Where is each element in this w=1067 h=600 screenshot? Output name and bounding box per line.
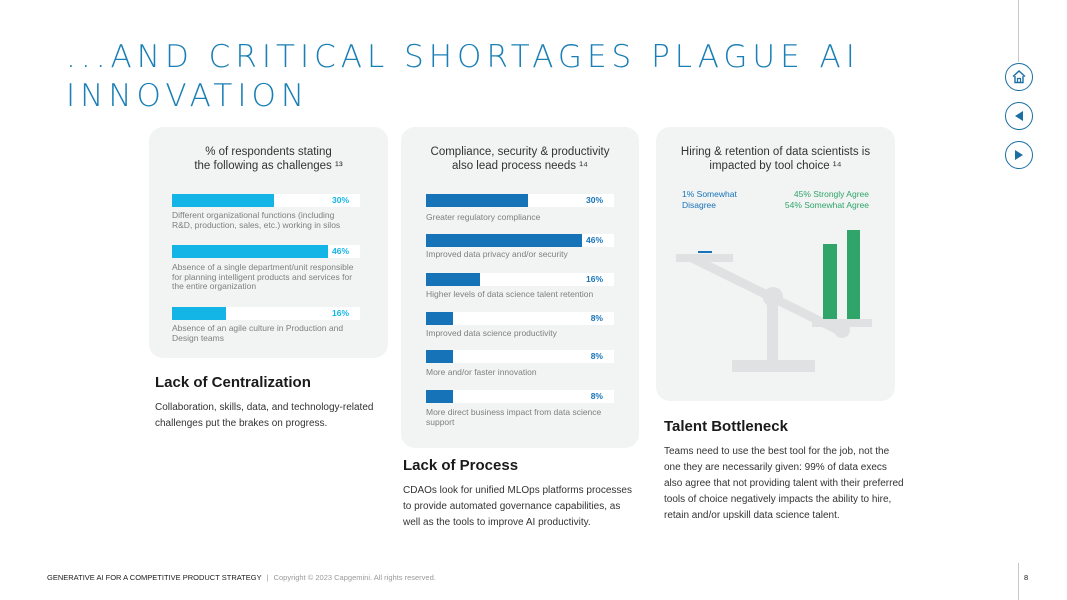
- home-icon: [1012, 70, 1026, 84]
- bar-somewhat-disagree: [698, 251, 712, 253]
- bar-row: 30%: [172, 194, 360, 207]
- scale-pivot: [763, 287, 783, 307]
- legend-somewhat-agree: 54% Somewhat Agree: [784, 200, 869, 210]
- bar-fill: [426, 234, 583, 247]
- bar-label: Improved data privacy and/or security: [426, 249, 568, 259]
- bar-row: 46%: [172, 245, 360, 258]
- talent-body: Teams need to use the best tool for the …: [664, 446, 904, 521]
- process-title-line2: also lead process needs ¹⁴: [452, 159, 588, 172]
- bar-value: 8%: [590, 351, 603, 361]
- bar-value: 30%: [331, 195, 349, 205]
- bar-fill: [426, 194, 528, 207]
- bar-label: Different organizational functions (incl…: [172, 210, 341, 230]
- bar-label: Greater regulatory compliance: [426, 212, 541, 222]
- centralization-body: Collaboration, skills, data, and technol…: [155, 402, 374, 429]
- scale-left-pan: [676, 254, 733, 262]
- bar-fill: [426, 390, 454, 403]
- page-number-divider: [1018, 563, 1019, 600]
- footer: GENERATIVE AI FOR A COMPETITIVE PRODUCT …: [47, 573, 436, 582]
- bar-row: 8%: [426, 390, 614, 403]
- bar-label: Higher levels of data science talent ret…: [426, 289, 594, 299]
- bar-fill: [172, 307, 227, 320]
- bar-fill: [426, 350, 454, 363]
- bar-strongly-agree: [823, 244, 837, 319]
- footer-separator: |: [266, 573, 269, 582]
- bar-row: 46%: [426, 234, 614, 247]
- bar-label: Absence of a single department/unit resp…: [172, 262, 354, 291]
- legend-disagree-line2: Disagree: [682, 200, 717, 210]
- centralization-title: Lack of Centralization: [155, 374, 311, 391]
- bar-label: More and/or faster innovation: [426, 367, 537, 377]
- footer-doc-title: GENERATIVE AI FOR A COMPETITIVE PRODUCT …: [47, 573, 262, 582]
- bar-row: 8%: [426, 350, 614, 363]
- talent-title: Talent Bottleneck: [664, 418, 788, 435]
- challenges-title-line1: % of respondents stating: [205, 146, 332, 158]
- challenges-card: % of respondents stating the following a…: [149, 127, 388, 358]
- bar-somewhat-agree: [847, 230, 860, 319]
- bar-value: 8%: [590, 391, 603, 401]
- talent-card: Hiring & retention of data scientists is…: [656, 127, 895, 401]
- scale-post: [767, 295, 778, 361]
- footer-copyright: Copyright © 2023 Capgemini. All rights r…: [273, 573, 436, 582]
- process-title-line1: Compliance, security & productivity: [430, 146, 610, 158]
- bar-fill: [426, 312, 454, 325]
- process-needs-card: Compliance, security & productivity also…: [401, 127, 639, 448]
- scale-illustration: [676, 230, 872, 372]
- bar-row: 30%: [426, 194, 614, 207]
- challenges-title-line2: the following as challenges ¹³: [194, 159, 343, 172]
- next-page-button[interactable]: [1005, 141, 1033, 169]
- arrow-left-icon: [1015, 111, 1023, 121]
- talent-title-line1: Hiring & retention of data scientists is: [680, 146, 871, 158]
- bar-value: 8%: [590, 313, 603, 323]
- legend-disagree: 1% Somewhat Disagree: [682, 189, 737, 211]
- scale-right-pan: [812, 319, 872, 327]
- scale-base: [732, 360, 815, 372]
- legend-disagree-line1: 1% Somewhat: [682, 189, 737, 199]
- bar-fill: [426, 273, 481, 286]
- page-number: 8: [1024, 573, 1029, 582]
- bar-label: Absence of an agile culture in Productio…: [172, 323, 344, 343]
- talent-card-title: Hiring & retention of data scientists is…: [656, 146, 895, 173]
- talent-title-line2: impacted by tool choice ¹⁴: [709, 159, 842, 172]
- bar-row: 16%: [172, 307, 360, 320]
- process-body: CDAOs look for unified MLOps platforms p…: [403, 485, 632, 528]
- arrow-right-icon: [1015, 150, 1023, 160]
- nav-divider-line: [1018, 0, 1019, 62]
- bar-value: 46%: [585, 235, 603, 245]
- bar-fill: [172, 194, 274, 207]
- bar-value: 16%: [585, 274, 603, 284]
- legend-agree: 45% Strongly Agree 54% Somewhat Agree: [785, 189, 869, 211]
- bar-label: More direct business impact from data sc…: [426, 407, 602, 427]
- bar-value: 46%: [331, 246, 349, 256]
- challenges-card-title: % of respondents stating the following a…: [149, 146, 388, 173]
- bar-row: 16%: [426, 273, 614, 286]
- home-button[interactable]: [1005, 63, 1033, 91]
- bar-value: 16%: [331, 308, 349, 318]
- legend-strongly-agree: 45% Strongly Agree: [793, 189, 869, 199]
- previous-page-button[interactable]: [1005, 102, 1033, 130]
- process-title: Lack of Process: [403, 457, 519, 474]
- bar-value: 30%: [585, 195, 603, 205]
- bar-fill: [172, 245, 329, 258]
- bar-label: Improved data science productivity: [426, 328, 557, 338]
- bar-row: 8%: [426, 312, 614, 325]
- process-needs-card-title: Compliance, security & productivity also…: [401, 146, 639, 173]
- page-title: ...AND CRITICAL SHORTAGES PLAGUE AI INNO…: [66, 39, 860, 114]
